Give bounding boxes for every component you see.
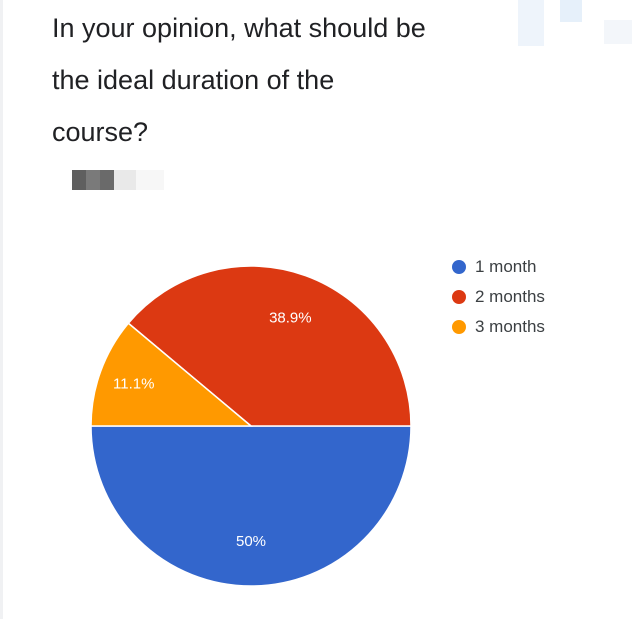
pie-slice[interactable]: [90, 322, 254, 427]
background-blur: [560, 0, 582, 22]
legend-item[interactable]: 1 month: [452, 252, 545, 282]
legend-item[interactable]: 3 months: [452, 312, 545, 342]
slice-percent-label: 11.1%: [113, 375, 154, 392]
pie-slice[interactable]: [127, 265, 412, 427]
slice-percent-label: 50%: [236, 533, 266, 550]
legend-label: 3 months: [475, 317, 545, 336]
question-line: course?: [52, 117, 149, 147]
legend-swatch: [452, 320, 466, 334]
question-line: In your opinion, what should be: [52, 13, 426, 43]
legend-item[interactable]: 2 months: [452, 282, 545, 312]
question-line: the ideal duration of the: [52, 65, 335, 95]
redacted-response-count: [72, 170, 164, 190]
background-blur: [518, 0, 544, 46]
legend-swatch: [452, 290, 466, 304]
legend-label: 2 months: [475, 287, 545, 306]
background-blur: [604, 20, 632, 44]
card-border: [0, 0, 3, 619]
slice-percent-label: 38.9%: [269, 310, 312, 327]
pie-slice[interactable]: [90, 425, 412, 587]
legend-swatch: [452, 260, 466, 274]
chart-legend: 1 month 2 months 3 months: [452, 252, 545, 342]
legend-label: 1 month: [475, 257, 537, 276]
question-title: In your opinion, what should be the idea…: [52, 2, 492, 158]
